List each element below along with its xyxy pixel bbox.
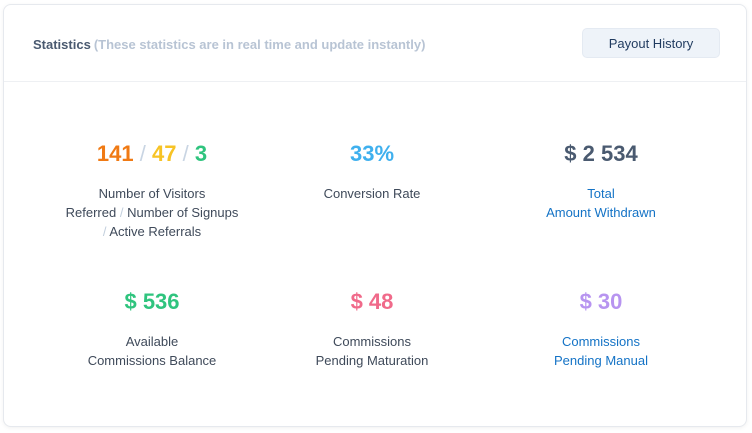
active-referrals-count: 3 — [194, 141, 208, 166]
available-balance-stat: $ 536 Available Commissions Balance — [32, 289, 272, 370]
statistics-card: Statistics (These statistics are in real … — [3, 4, 747, 427]
conversion-stat: 33% Conversion Rate — [252, 141, 492, 203]
label-visitors: Number of Visitors — [98, 186, 206, 201]
statistics-title: Statistics (These statistics are in real … — [33, 37, 425, 52]
pending-manual-stat: $ 30 Commissions Pending Manual — [481, 289, 721, 370]
statistics-subtitle: (These statistics are in real time and u… — [93, 37, 426, 52]
withdrawn-label-line1: Total — [587, 186, 615, 201]
title-text: Statistics — [33, 37, 91, 52]
pending-manual-link[interactable]: Commissions Pending Manual — [481, 332, 721, 370]
label-signups: Number of Signups — [127, 205, 239, 220]
amount-withdrawn-value: $ 2 534 — [564, 141, 638, 166]
pending-maturation-value: $ 48 — [350, 289, 394, 314]
visitors-stat: 141 / 47 / 3 Number of Visitors Referred… — [32, 141, 272, 241]
manual-label-line2: Pending Manual — [554, 353, 648, 368]
label-active-referrals: Active Referrals — [109, 224, 202, 239]
payout-history-button[interactable]: Payout History — [582, 28, 720, 58]
pending-maturation-stat: $ 48 Commissions Pending Maturation — [252, 289, 492, 370]
label-line-2: Referred / Number of Signups — [32, 203, 272, 222]
label-line-3: / Active Referrals — [32, 222, 272, 241]
available-label-line2: Commissions Balance — [87, 353, 217, 368]
card-header: Statistics (These statistics are in real … — [4, 5, 746, 82]
available-balance-value: $ 536 — [124, 289, 180, 314]
withdrawn-label-line2: Amount Withdrawn — [546, 205, 656, 220]
value-separator: / — [182, 141, 189, 166]
amount-withdrawn-link[interactable]: Total Amount Withdrawn — [481, 184, 721, 222]
pending-maturation-label: Commissions Pending Maturation — [252, 332, 492, 370]
manual-label-line1: Commissions — [561, 334, 640, 349]
label-separator: / — [119, 205, 124, 220]
conversion-rate-value: 33% — [349, 141, 395, 166]
conversion-rate-label: Conversion Rate — [323, 186, 421, 201]
maturation-label-line1: Commissions — [332, 334, 411, 349]
withdrawn-stat: $ 2 534 Total Amount Withdrawn — [481, 141, 721, 222]
pending-manual-value: $ 30 — [579, 289, 623, 314]
label-separator: / — [102, 224, 107, 239]
label-referred: Referred — [65, 205, 117, 220]
signups-count: 47 — [151, 141, 177, 166]
value-separator: / — [139, 141, 146, 166]
visitors-stat-value: 141 / 47 / 3 — [32, 141, 272, 167]
available-balance-label: Available Commissions Balance — [32, 332, 272, 370]
visitors-stat-label: Number of Visitors Referred / Number of … — [32, 184, 272, 241]
maturation-label-line2: Pending Maturation — [315, 353, 429, 368]
available-label-line1: Available — [125, 334, 179, 349]
visitors-count: 141 — [96, 141, 134, 166]
